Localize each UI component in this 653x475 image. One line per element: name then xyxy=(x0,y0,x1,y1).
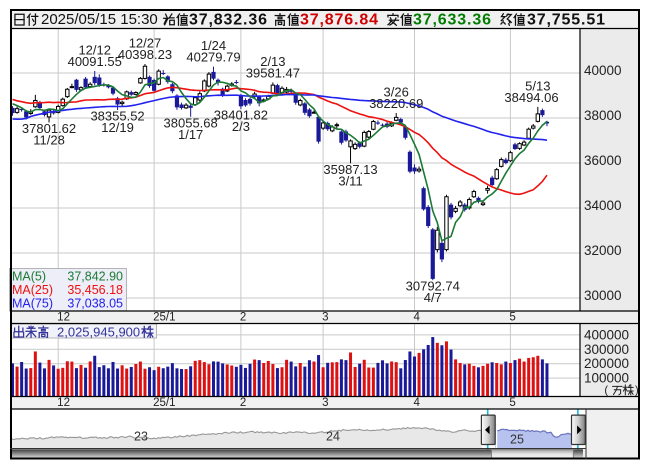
svg-text:12/27: 12/27 xyxy=(129,36,162,51)
svg-text:40000: 40000 xyxy=(584,63,622,78)
svg-text:38220.69: 38220.69 xyxy=(369,96,423,111)
svg-text:3: 3 xyxy=(322,312,328,324)
svg-text:4/7: 4/7 xyxy=(424,290,442,305)
svg-text:1/17: 1/17 xyxy=(178,127,203,142)
svg-text:38000: 38000 xyxy=(584,108,622,123)
svg-text:37,755.51: 37,755.51 xyxy=(527,12,606,29)
svg-text:38355.52: 38355.52 xyxy=(90,109,144,124)
svg-text:12/12: 12/12 xyxy=(78,42,111,57)
svg-text:5/13: 5/13 xyxy=(525,78,550,93)
svg-text:32000: 32000 xyxy=(584,243,622,258)
svg-text:11/28: 11/28 xyxy=(33,132,65,147)
svg-text:12: 12 xyxy=(57,312,70,324)
svg-text:2/13: 2/13 xyxy=(260,54,285,69)
svg-text:3/26: 3/26 xyxy=(384,85,409,100)
svg-text:2: 2 xyxy=(240,312,246,324)
svg-text:37,633.36: 37,633.36 xyxy=(413,12,492,29)
svg-text:MA(25): MA(25) xyxy=(12,283,53,297)
svg-text:4: 4 xyxy=(413,397,420,409)
svg-text:1/24: 1/24 xyxy=(201,38,226,53)
svg-text:24: 24 xyxy=(326,430,340,444)
svg-text:2: 2 xyxy=(240,397,246,409)
svg-text:23: 23 xyxy=(134,430,148,444)
svg-text:2,025,945,900: 2,025,945,900 xyxy=(57,325,140,340)
svg-text:3/11: 3/11 xyxy=(338,173,362,188)
svg-text:38055.68: 38055.68 xyxy=(164,115,218,130)
svg-text:MA(75): MA(75) xyxy=(12,297,53,311)
svg-text:35987.13: 35987.13 xyxy=(323,162,377,177)
svg-text:34000: 34000 xyxy=(584,198,622,213)
svg-text:200000: 200000 xyxy=(584,356,629,371)
svg-text:30000: 30000 xyxy=(584,288,622,303)
svg-text:25/1: 25/1 xyxy=(153,312,175,324)
svg-text:(: ( xyxy=(604,385,608,397)
svg-text:37,842.90: 37,842.90 xyxy=(67,270,123,284)
svg-text:5: 5 xyxy=(509,312,515,324)
svg-text:12/19: 12/19 xyxy=(101,120,134,135)
svg-text:3: 3 xyxy=(322,397,328,409)
svg-text:38494.06: 38494.06 xyxy=(504,90,558,105)
svg-text:MA(5): MA(5) xyxy=(12,270,46,284)
svg-text:36000: 36000 xyxy=(584,153,622,168)
svg-text:12: 12 xyxy=(57,397,70,409)
svg-text:37,876.84: 37,876.84 xyxy=(300,12,379,29)
svg-text:40398.23: 40398.23 xyxy=(118,47,172,62)
svg-text:37,832.36: 37,832.36 xyxy=(189,12,268,29)
svg-text:400000: 400000 xyxy=(584,327,629,342)
svg-text:35,456.18: 35,456.18 xyxy=(67,283,123,297)
svg-text:): ) xyxy=(635,385,639,397)
svg-text:2025/05/15 15:30: 2025/05/15 15:30 xyxy=(41,11,158,28)
svg-text:40091.55: 40091.55 xyxy=(68,54,122,69)
svg-text:25/1: 25/1 xyxy=(153,397,175,409)
svg-text:300000: 300000 xyxy=(584,342,629,357)
svg-text:37,038.05: 37,038.05 xyxy=(67,297,123,311)
svg-text:4: 4 xyxy=(413,312,420,324)
svg-text:37801.62: 37801.62 xyxy=(22,121,76,136)
svg-text:39581.47: 39581.47 xyxy=(246,65,300,80)
svg-text:30792.74: 30792.74 xyxy=(406,279,460,294)
svg-text:5: 5 xyxy=(509,397,515,409)
svg-text:25: 25 xyxy=(510,433,524,447)
svg-text:2/3: 2/3 xyxy=(232,119,250,134)
svg-text:38401.82: 38401.82 xyxy=(214,107,268,122)
svg-text:40279.79: 40279.79 xyxy=(186,50,240,65)
svg-text:100000: 100000 xyxy=(584,371,629,386)
